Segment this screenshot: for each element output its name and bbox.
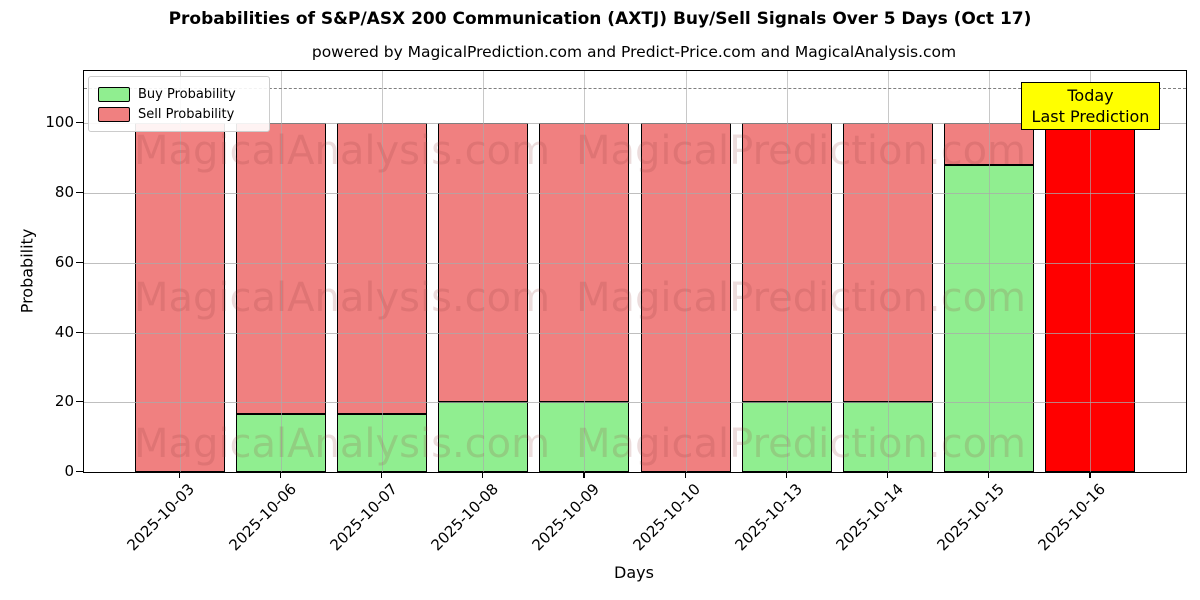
- x-tick-label-text: 2025-10-07: [326, 480, 401, 555]
- legend-item-sell: Sell Probability: [98, 104, 260, 124]
- y-tick: [76, 122, 83, 124]
- x-tick-label-text: 2025-10-15: [933, 480, 1008, 555]
- x-axis-label: Days: [614, 563, 654, 582]
- legend-label-sell: Sell Probability: [138, 106, 235, 122]
- x-gridline: [888, 71, 889, 472]
- y-gridline: [84, 193, 1186, 195]
- x-gridline: [1090, 71, 1092, 472]
- threshold-dashed-line: [84, 88, 1186, 90]
- y-tick: [76, 192, 83, 194]
- x-tick: [785, 472, 787, 478]
- watermark-text: MagicalAnalysis.com: [134, 274, 551, 321]
- x-tick: [684, 472, 686, 478]
- y-tick-label: 40: [54, 322, 74, 341]
- annotation-line-1: Today: [1067, 86, 1114, 105]
- x-gridline: [382, 71, 383, 472]
- annotation-line-2: Last Prediction: [1031, 107, 1150, 126]
- buy-color-swatch: [98, 86, 130, 102]
- y-gridline: [84, 123, 1186, 125]
- x-tick-label-text: 2025-10-08: [427, 480, 502, 555]
- sell-color-swatch: [98, 106, 130, 122]
- x-tick: [583, 472, 585, 478]
- x-tick-label-text: 2025-10-13: [731, 480, 806, 555]
- x-gridline: [786, 71, 788, 472]
- x-tick: [482, 472, 484, 478]
- x-tick-label-text: 2025-10-10: [629, 480, 705, 555]
- x-tick: [381, 472, 383, 478]
- x-gridline: [483, 71, 485, 472]
- x-tick-label-text: 2025-10-14: [832, 480, 907, 555]
- x-gridline: [989, 71, 991, 472]
- x-tick: [279, 472, 281, 478]
- y-gridline: [84, 332, 1186, 334]
- x-gridline: [584, 71, 586, 472]
- chart-subtitle: powered by MagicalPrediction.com and Pre…: [311, 43, 957, 61]
- y-gridline: [84, 262, 1186, 264]
- y-gridline: [84, 402, 1186, 404]
- watermark-text: MagicalPrediction.com: [576, 128, 1026, 174]
- today-annotation-box: Today Last Prediction: [1021, 82, 1160, 130]
- watermark-text: MagicalPrediction.com: [576, 421, 1026, 467]
- x-gridline: [280, 71, 282, 472]
- x-gridline: [685, 71, 687, 472]
- x-tick: [988, 472, 990, 478]
- legend-item-buy: Buy Probability: [98, 84, 260, 104]
- x-tick-label-text: 2025-10-06: [225, 480, 300, 555]
- y-tick: [76, 331, 83, 333]
- plot-area: Buy Probability Sell Probability Today L…: [83, 70, 1187, 473]
- y-tick-label: 60: [54, 252, 74, 271]
- y-tick-label: 100: [45, 113, 74, 132]
- x-tick-label-text: 2025-10-16: [1034, 480, 1110, 555]
- y-tick: [76, 401, 83, 403]
- x-tick: [178, 472, 180, 478]
- x-tick-label-text: 2025-10-09: [528, 480, 604, 555]
- x-tick-label-text: 2025-10-03: [123, 480, 199, 555]
- y-tick-label: 0: [64, 462, 74, 480]
- watermark-text: MagicalPrediction.com: [576, 274, 1026, 321]
- watermark-text: MagicalAnalysis.com: [134, 128, 551, 174]
- y-tick-label: 80: [54, 183, 74, 202]
- legend: Buy Probability Sell Probability: [88, 76, 270, 132]
- x-tick: [887, 472, 889, 478]
- y-tick: [76, 471, 83, 473]
- watermark-text: MagicalAnalysis.com: [134, 421, 551, 467]
- legend-label-buy: Buy Probability: [138, 86, 236, 102]
- y-tick-label: 20: [54, 392, 74, 411]
- y-tick: [76, 261, 83, 263]
- chart-title: Probabilities of S&P/ASX 200 Communicati…: [168, 9, 1032, 29]
- x-gridline: [179, 71, 181, 472]
- x-tick: [1089, 472, 1091, 478]
